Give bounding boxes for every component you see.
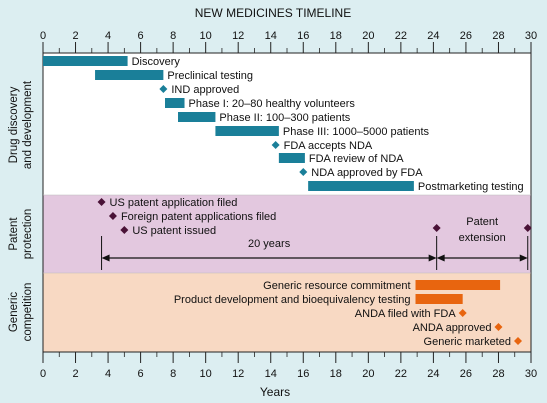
patent-extension-label: Patent xyxy=(466,216,498,228)
marker-label: NDA approved by FDA xyxy=(311,167,423,179)
bar-1 xyxy=(95,70,164,80)
generic-bar-label: Product development and bioequivalency t… xyxy=(174,294,411,306)
bottom-tick-label: 24 xyxy=(427,368,439,380)
section-label-line: and development xyxy=(22,80,34,169)
section-label-line: protection xyxy=(22,209,34,260)
generic-marker-label: ANDA approved xyxy=(413,322,492,334)
bottom-tick-label: 10 xyxy=(200,368,212,380)
section-label-2: Generic competition xyxy=(8,283,34,342)
top-tick-label: 0 xyxy=(40,30,46,42)
generic-bar-1 xyxy=(415,294,463,304)
bar-label: FDA review of NDA xyxy=(309,153,404,165)
bar-label: Phase III: 1000–5000 patients xyxy=(283,126,430,138)
top-tick-label: 24 xyxy=(427,30,439,42)
bar-label: Discovery xyxy=(132,56,181,68)
patent-marker-label: US patent application filed xyxy=(110,197,238,209)
top-tick-label: 4 xyxy=(105,30,111,42)
top-tick-label: 14 xyxy=(265,30,277,42)
bottom-tick-label: 14 xyxy=(265,368,277,380)
bottom-tick-label: 0 xyxy=(40,368,46,380)
top-tick-label: 18 xyxy=(330,30,342,42)
twenty-year-arrow-head-right xyxy=(428,254,437,262)
bar-0 xyxy=(43,56,128,66)
top-tick-label: 26 xyxy=(460,30,472,42)
twenty-year-arrow-head-left xyxy=(101,254,110,262)
bottom-tick-label: 26 xyxy=(460,368,472,380)
top-tick-label: 28 xyxy=(492,30,504,42)
patent-marker-label: US patent issued xyxy=(132,225,216,237)
section-label-line: Drug discovery xyxy=(8,86,20,163)
top-tick-label: 20 xyxy=(362,30,374,42)
bar-label: Preclinical testing xyxy=(167,70,253,82)
bar-9 xyxy=(308,181,414,191)
generic-marker-label: Generic marketed xyxy=(424,336,511,348)
bottom-tick-label: 4 xyxy=(105,368,111,380)
generic-marker-4 xyxy=(513,337,522,345)
top-tick-label: 12 xyxy=(232,30,244,42)
extension-arrow-head-right xyxy=(519,254,528,262)
patent-marker-1 xyxy=(108,212,117,220)
marker-8 xyxy=(299,168,308,176)
section-label-line: competition xyxy=(22,283,34,342)
patent-extension-label: extension xyxy=(459,232,506,244)
bar-label: Postmarketing testing xyxy=(418,181,524,193)
patent-marker-2 xyxy=(120,226,129,234)
top-tick-label: 6 xyxy=(138,30,144,42)
bottom-tick-label: 30 xyxy=(525,368,537,380)
bottom-tick-label: 16 xyxy=(297,368,309,380)
marker-label: IND approved xyxy=(171,84,239,96)
bar-7 xyxy=(278,153,305,163)
bottom-tick-label: 8 xyxy=(170,368,176,380)
bar-label: Phase I: 20–80 healthy volunteers xyxy=(189,98,356,110)
marker-2 xyxy=(159,85,168,93)
section-label-line: Patent xyxy=(8,217,20,251)
top-tick-label: 22 xyxy=(395,30,407,42)
generic-bar-label: Generic resource commitment xyxy=(263,280,410,292)
twenty-year-label: 20 years xyxy=(248,238,291,250)
bar-label: Phase II: 100–300 patients xyxy=(219,112,350,124)
bar-4 xyxy=(178,112,216,122)
marker-label: FDA accepts NDA xyxy=(284,140,373,152)
bottom-tick-label: 2 xyxy=(72,368,78,380)
patent-marker-label: Foreign patent applications filed xyxy=(121,211,276,223)
generic-marker-3 xyxy=(494,323,503,331)
section-label-1: Patent protection xyxy=(8,209,34,260)
top-tick-label: 16 xyxy=(297,30,309,42)
bottom-tick-label: 22 xyxy=(395,368,407,380)
extension-arrow-head-left xyxy=(436,254,445,262)
x-axis-label: Years xyxy=(260,385,290,399)
bottom-tick-label: 28 xyxy=(492,368,504,380)
section-label-line: Generic xyxy=(8,292,20,333)
generic-marker-2 xyxy=(458,309,467,317)
top-tick-label: 8 xyxy=(170,30,176,42)
extension-marker-start xyxy=(432,224,441,232)
bottom-tick-label: 20 xyxy=(362,368,374,380)
section-label-0: Drug discovery and development xyxy=(8,80,34,169)
bar-3 xyxy=(165,98,185,108)
generic-marker-label: ANDA filed with FDA xyxy=(355,308,457,320)
bottom-tick-label: 18 xyxy=(330,368,342,380)
marker-6 xyxy=(271,141,280,149)
top-tick-label: 30 xyxy=(525,30,537,42)
bottom-tick-label: 12 xyxy=(232,368,244,380)
bottom-tick-label: 6 xyxy=(138,368,144,380)
generic-bar-0 xyxy=(415,280,501,290)
top-tick-label: 10 xyxy=(200,30,212,42)
patent-marker-0 xyxy=(97,198,106,206)
top-tick-label: 2 xyxy=(72,30,78,42)
chart-title: NEW MEDICINES TIMELINE xyxy=(195,6,351,20)
extension-marker-end xyxy=(523,224,532,232)
bar-5 xyxy=(215,126,279,136)
